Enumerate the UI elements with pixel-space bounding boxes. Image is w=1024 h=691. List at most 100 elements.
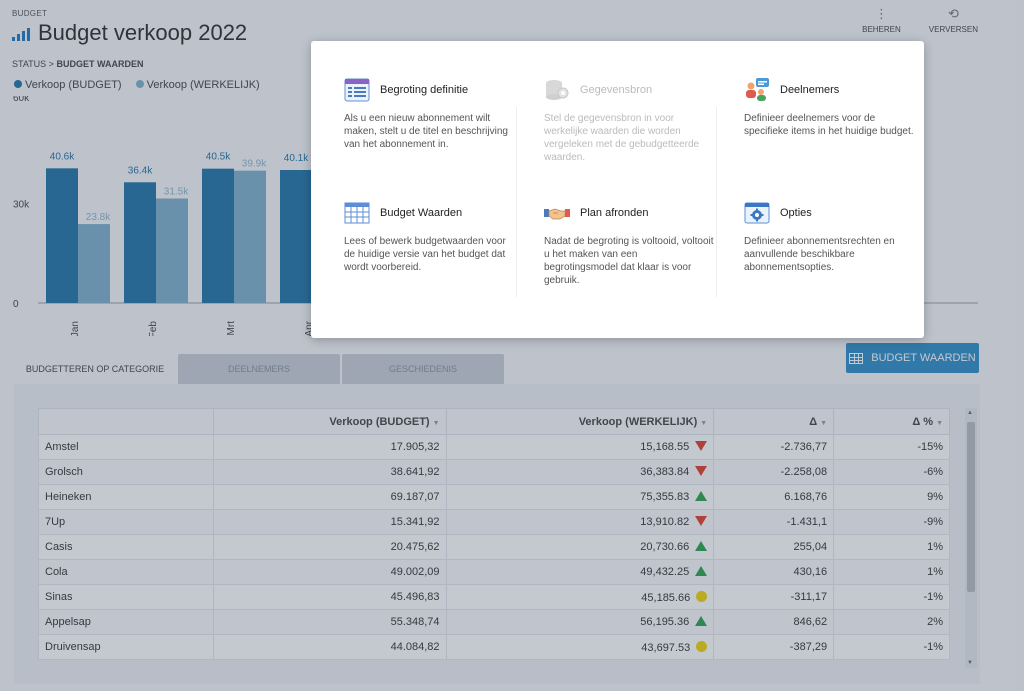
cell-budget-text: 69.187,07	[390, 491, 440, 503]
legend-item-werkelijk[interactable]: Verkoop (WERKELIJK)	[135, 79, 260, 91]
cell-werkelijk: 49,432.25	[445, 559, 715, 585]
cell-werkelijk-text: 56,195.36	[640, 616, 690, 628]
table-row[interactable]: Heineken 69.187,07 75,355.83 6.168,76 9%	[38, 484, 950, 510]
page-title: Budget verkoop 2022	[38, 20, 248, 45]
menu-item-plan-afronden[interactable]: Plan afronden Nadat de begroting is volt…	[544, 201, 714, 287]
bar-chart-icon	[12, 25, 30, 41]
verversen-button[interactable]: ⟲ VERVERSEN	[928, 7, 978, 34]
y-tick-label: 60k	[13, 96, 30, 104]
menu-item-gegevensbron[interactable]: Gegevensbron Stel de gegevensbron in voo…	[544, 78, 714, 164]
trend-down-icon	[695, 466, 708, 476]
bar-budget	[46, 168, 78, 303]
cell-delta-pct: -15%	[833, 434, 950, 460]
cell-delta-pct-text: 1%	[927, 541, 943, 553]
cell-delta-text: -311,17	[790, 591, 828, 603]
header-werkelijk[interactable]: Verkoop (WERKELIJK) ▼	[445, 408, 715, 435]
trend-neutral-icon	[696, 640, 708, 652]
menu-description: Stel de gegevensbron in voor werkelijke …	[544, 113, 700, 163]
cell-name-text: Heineken	[45, 491, 92, 503]
bar-werkelijk	[234, 170, 266, 303]
trend-up-icon	[695, 541, 708, 551]
menu-item-deelnemers[interactable]: Deelnemers Definieer deelnemers voor de …	[744, 78, 914, 138]
cell-delta: -2.258,08	[713, 459, 835, 485]
menu-item-opties[interactable]: Opties Definieer abonnementsrechten en a…	[744, 201, 914, 274]
tab-deelnemers[interactable]: DEELNEMERS	[178, 354, 340, 384]
data-label: 39.9k	[242, 159, 267, 170]
status-prefix: STATUS >	[12, 59, 54, 69]
cell-delta-text: -387,29	[789, 641, 828, 653]
cell-name-text: Amstel	[45, 441, 79, 453]
menu-description: Definieer abonnementsrechten en aanvulle…	[744, 236, 895, 273]
breadcrumb[interactable]: BUDGET	[12, 9, 48, 18]
trend-up-icon	[695, 616, 708, 626]
cell-delta-text: -1.431,1	[786, 516, 828, 528]
header-delta[interactable]: Δ ▼	[713, 408, 835, 435]
vertical-dots-icon: ⋮	[874, 6, 888, 21]
cell-name: Druivensap	[38, 634, 214, 660]
cell-name: Casis	[38, 534, 214, 560]
title-row: Budget verkoop 2022	[12, 20, 247, 46]
x-tick-label: Jan	[70, 321, 81, 336]
sort-caret-icon: ▼	[432, 419, 440, 427]
menu-description: Nadat de begroting is voltooid, voltooit…	[544, 236, 714, 286]
cell-budget-text: 44.084,82	[390, 641, 440, 653]
table-icon	[849, 352, 864, 364]
header-budget[interactable]: Verkoop (BUDGET) ▼	[212, 408, 447, 435]
menu-item-budget-waarden[interactable]: Budget Waarden Lees of bewerk budgetwaar…	[344, 201, 514, 274]
menu-title: Budget Waarden	[380, 207, 463, 219]
tab-geschiedenis[interactable]: GESCHIEDENIS	[342, 354, 504, 384]
budget-waarden-button[interactable]: BUDGET WAARDEN	[846, 343, 979, 373]
tab-budgetteren[interactable]: BUDGETTEREN OP CATEGORIE	[14, 354, 176, 384]
cell-budget-text: 38.641,92	[390, 466, 440, 478]
budget-waarden-label: BUDGET WAARDEN	[871, 352, 976, 364]
table-row[interactable]: Amstel 17.905,32 15,168.55 -2.736,77 -15%	[38, 434, 950, 460]
beheren-menu: Begroting definitie Als u een nieuw abon…	[311, 41, 924, 338]
cell-werkelijk: 15,168.55	[445, 434, 715, 460]
table-row[interactable]: Druivensap 44.084,82 43,697.53 -387,29 -1%	[38, 634, 950, 660]
cell-delta-text: 255,04	[793, 541, 828, 553]
cell-werkelijk-text: 20,730.66	[640, 541, 690, 553]
header-delta-pct-label: Δ %	[912, 415, 934, 428]
cell-budget: 49.002,09	[212, 559, 447, 585]
cell-werkelijk-text: 75,355.83	[640, 491, 690, 503]
menu-item-begroting-definitie[interactable]: Begroting definitie Als u een nieuw abon…	[344, 78, 514, 151]
table-row[interactable]: Cola 49.002,09 49,432.25 430,16 1%	[38, 559, 950, 585]
scroll-up-icon[interactable]: ▲	[967, 410, 973, 416]
data-label: 40.5k	[206, 152, 231, 163]
tab-bar: BUDGETTEREN OP CATEGORIE DEELNEMERS GESC…	[14, 354, 504, 384]
verversen-label: VERVERSEN	[928, 25, 978, 34]
legend-item-budget[interactable]: Verkoop (BUDGET)	[14, 79, 122, 91]
menu-description: Lees of bewerk budgetwaarden voor de hui…	[344, 236, 506, 273]
beheren-button[interactable]: ⋮ BEHEREN	[862, 6, 901, 34]
cell-name: Cola	[38, 559, 214, 585]
table-row[interactable]: Appelsap 55.348,74 56,195.36 846,62 2%	[38, 609, 950, 635]
header-delta-label: Δ	[809, 415, 818, 428]
database-gear-icon	[546, 80, 569, 100]
list-icon	[344, 78, 370, 102]
cell-delta: -2.736,77	[713, 434, 835, 460]
table-body: Amstel 17.905,32 15,168.55 -2.736,77 -15% Gro…	[38, 434, 950, 660]
status-breadcrumb: STATUS > BUDGET WAARDEN	[12, 59, 143, 69]
table-scrollbar[interactable]: ▲ ▼	[965, 408, 977, 668]
cell-werkelijk-text: 43,697.53	[641, 641, 691, 654]
cell-delta-pct: 2%	[833, 609, 950, 635]
sort-caret-icon: ▼	[820, 419, 828, 427]
header-budget-label: Verkoop (BUDGET)	[329, 415, 430, 428]
scroll-down-icon[interactable]: ▼	[967, 660, 973, 666]
trend-up-icon	[695, 566, 708, 576]
cell-delta-pct-text: -1%	[923, 591, 943, 603]
data-label: 40.6k	[50, 151, 75, 162]
table-row[interactable]: Casis 20.475,62 20,730.66 255,04 1%	[38, 534, 950, 560]
scroll-thumb[interactable]	[967, 422, 975, 592]
cell-werkelijk-text: 36,383.84	[640, 466, 690, 478]
cell-delta-pct: 1%	[833, 559, 950, 585]
bar-werkelijk	[156, 198, 188, 303]
cell-delta: 430,16	[713, 559, 835, 585]
table-row[interactable]: Sinas 45.496,83 45,185.66 -311,17 -1%	[38, 584, 950, 610]
bar-budget	[124, 182, 156, 303]
settings-window-icon	[744, 202, 770, 224]
cell-name-text: Appelsap	[45, 616, 91, 628]
cell-delta: -387,29	[713, 634, 835, 660]
menu-description: Definieer deelnemers voor de specifieke …	[744, 113, 914, 137]
cell-name-text: Sinas	[45, 591, 73, 603]
